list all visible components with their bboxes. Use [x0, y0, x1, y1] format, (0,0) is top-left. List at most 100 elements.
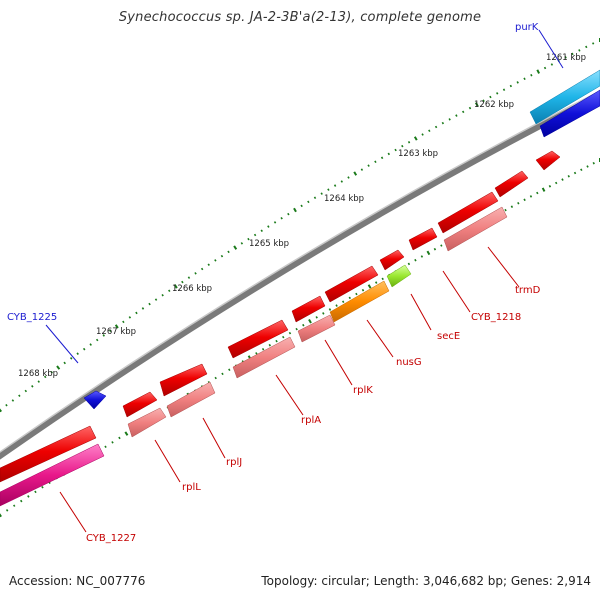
- major-tick-mark: [114, 324, 119, 329]
- major-tick-mark: [413, 136, 418, 141]
- gene-purK[interactable]: [529, 69, 600, 125]
- minor-tick-mark: [221, 372, 224, 376]
- minor-tick-mark: [433, 247, 437, 251]
- minor-tick-mark: [401, 144, 404, 148]
- minor-tick-mark: [328, 308, 332, 311]
- minor-tick-mark: [135, 311, 138, 315]
- minor-tick-mark: [360, 168, 364, 171]
- minor-tick-mark: [496, 92, 499, 95]
- minor-tick-mark: [247, 237, 250, 241]
- minor-tick-mark: [267, 225, 270, 228]
- cds-feature[interactable]: [291, 295, 326, 323]
- cds-feature[interactable]: [494, 170, 529, 198]
- minor-tick-mark: [333, 184, 337, 187]
- cds-feature[interactable]: [159, 363, 208, 397]
- minor-tick-mark: [5, 509, 9, 512]
- minor-tick-mark: [322, 312, 325, 315]
- label-cyb1225[interactable]: CYB_1225: [7, 312, 57, 323]
- label-rplA[interactable]: rplA: [301, 415, 321, 426]
- gene-nusG[interactable]: [329, 280, 390, 323]
- cds-feature[interactable]: [408, 227, 438, 251]
- minor-tick-mark: [31, 385, 34, 388]
- label-cyb1227[interactable]: CYB_1227: [86, 533, 136, 544]
- minor-tick-mark: [489, 95, 492, 99]
- cds-feature[interactable]: [324, 265, 379, 303]
- minor-tick-mark: [5, 403, 8, 407]
- minor-tick-mark: [502, 88, 506, 91]
- label-cyb1218[interactable]: CYB_1218: [471, 312, 521, 323]
- major-tick-mark: [536, 69, 540, 74]
- gene-rplA[interactable]: [232, 336, 296, 379]
- cds-feature[interactable]: [437, 191, 499, 234]
- cds-feature[interactable]: [122, 391, 158, 418]
- genome-summary-text: Topology: circular; Length: 3,046,682 bp…: [261, 574, 591, 588]
- gene-rplK[interactable]: [297, 314, 336, 343]
- genome-backbone: [0, 91, 600, 460]
- minor-tick-mark: [141, 307, 145, 310]
- minor-tick-mark: [523, 198, 526, 202]
- major-tick-mark: [233, 245, 238, 250]
- minor-tick-mark: [340, 180, 343, 183]
- gene-secE[interactable]: [386, 264, 412, 288]
- minor-tick-mark: [517, 201, 520, 205]
- major-tick-mark: [353, 171, 358, 176]
- major-tick-mark: [426, 250, 431, 256]
- major-tick-mark: [541, 187, 546, 192]
- minor-tick-mark: [69, 357, 73, 360]
- cds-feature[interactable]: [0, 425, 97, 483]
- minor-tick-mark: [13, 504, 16, 507]
- minor-tick-mark: [550, 63, 554, 66]
- label-rplK[interactable]: rplK: [353, 385, 373, 396]
- minor-tick-mark: [109, 329, 112, 333]
- minor-tick-mark: [122, 320, 125, 324]
- minor-tick-mark: [161, 293, 164, 297]
- minor-tick-mark: [347, 176, 350, 179]
- cds-feature[interactable]: [535, 150, 561, 171]
- gene-cyb1225[interactable]: [83, 390, 107, 410]
- minor-tick-mark: [43, 375, 47, 379]
- label-rplJ[interactable]: rplJ: [226, 457, 242, 468]
- minor-tick-mark: [462, 110, 465, 114]
- label-purK[interactable]: purK: [515, 22, 539, 33]
- minor-tick-mark: [348, 296, 351, 300]
- minor-tick-mark: [63, 361, 66, 365]
- cds-feature[interactable]: [227, 319, 289, 359]
- minor-tick-mark: [320, 192, 323, 195]
- minor-tick-mark: [111, 441, 114, 444]
- minor-tick-mark: [37, 380, 40, 383]
- gene-rplJ[interactable]: [166, 381, 216, 418]
- minor-tick-mark: [240, 242, 244, 245]
- gene-purK-lower[interactable]: [539, 89, 600, 138]
- minor-tick-mark: [530, 73, 533, 77]
- minor-tick-mark: [555, 181, 558, 185]
- inner-cds-row: [0, 170, 529, 483]
- minor-tick-mark: [567, 175, 570, 178]
- major-tick-mark: [474, 102, 479, 107]
- major-tick-mark: [0, 408, 3, 413]
- minor-tick-mark: [592, 161, 595, 165]
- minor-tick-mark: [95, 338, 99, 342]
- tick-label-1266: 1266 kbp: [172, 284, 212, 294]
- minor-tick-mark: [82, 347, 86, 351]
- label-nusG[interactable]: nusG: [396, 357, 422, 368]
- minor-tick-mark: [434, 125, 438, 129]
- cds-feature[interactable]: [379, 249, 405, 271]
- gene-rplL[interactable]: [127, 407, 167, 438]
- gene-cyb1227[interactable]: [0, 443, 105, 507]
- gene-trmD[interactable]: [443, 206, 508, 252]
- minor-tick-mark: [128, 316, 132, 319]
- minor-tick-mark: [76, 352, 79, 355]
- minor-tick-mark: [335, 304, 338, 307]
- label-trmD[interactable]: trmD: [515, 285, 541, 296]
- minor-tick-mark: [586, 165, 589, 168]
- major-tick-mark: [124, 431, 129, 436]
- minor-tick-mark: [420, 255, 424, 258]
- genome-backbone-highlight: [0, 90, 600, 453]
- tick-label-1268: 1268 kbp: [18, 369, 58, 379]
- label-secE[interactable]: secE: [437, 331, 460, 342]
- minor-tick-mark: [523, 77, 526, 81]
- minor-tick-mark: [440, 244, 443, 247]
- outer-strand-features: [83, 69, 600, 410]
- label-rplL[interactable]: rplL: [182, 482, 201, 493]
